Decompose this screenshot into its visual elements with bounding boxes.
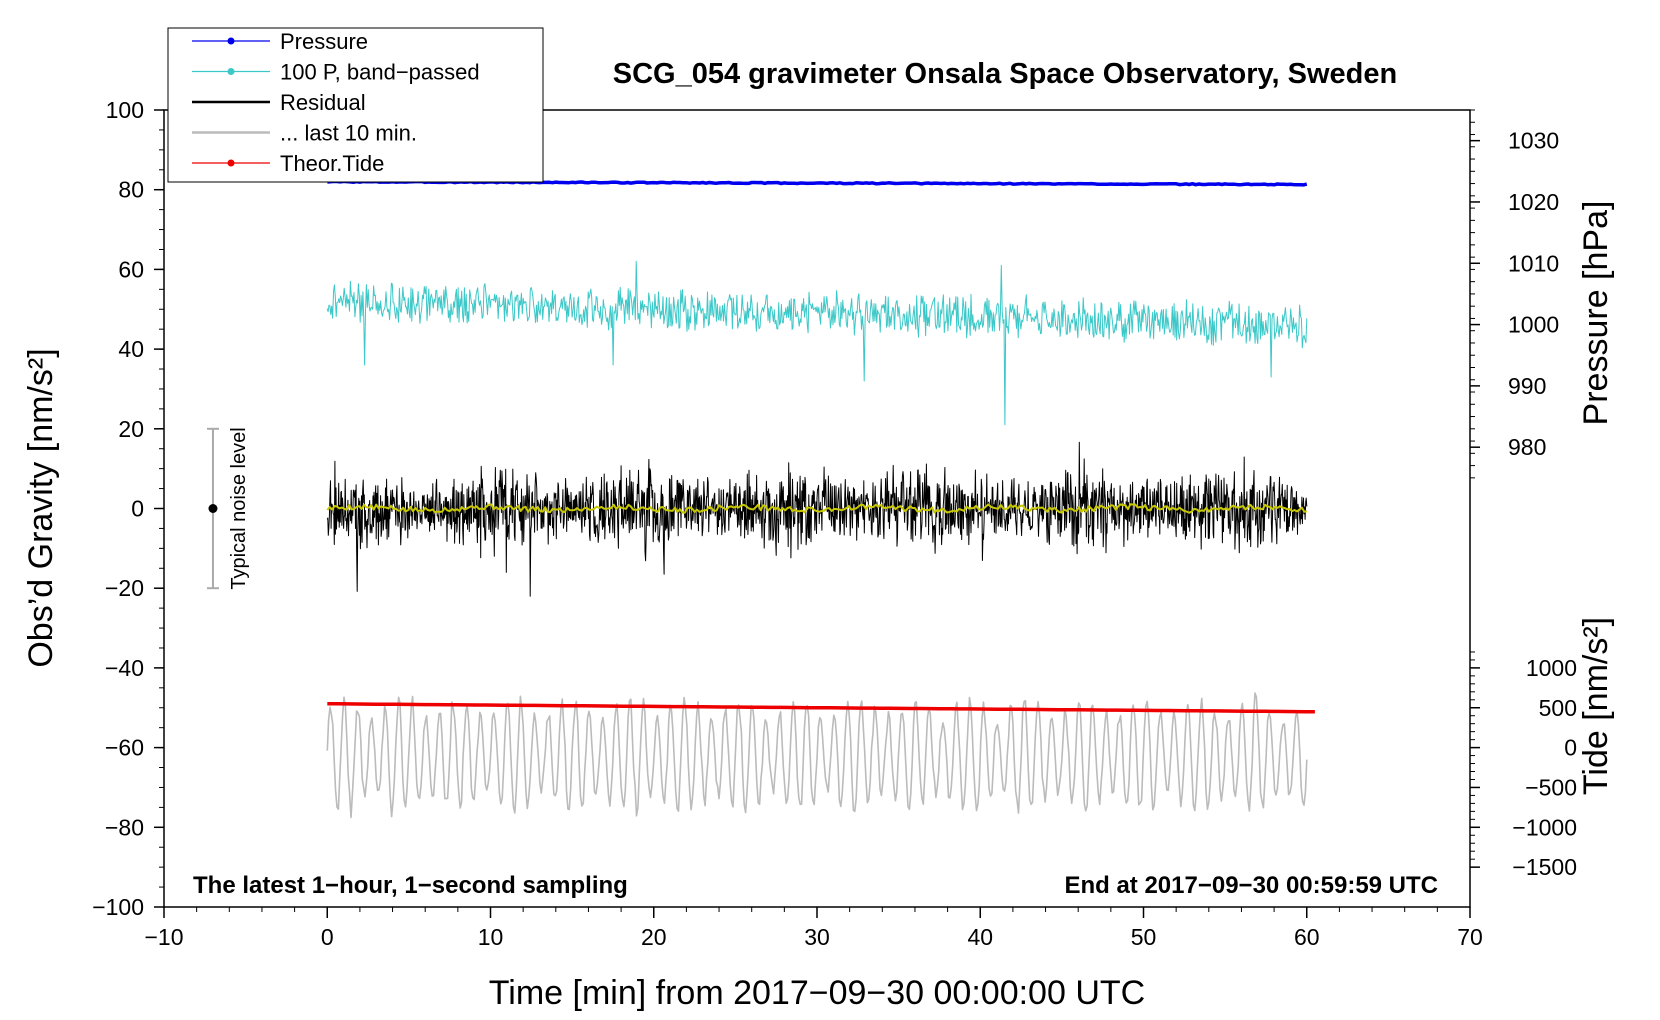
series-layer bbox=[326, 179, 1315, 819]
legend-marker bbox=[227, 37, 235, 45]
y-tick-label-pressure: 1000 bbox=[1508, 312, 1559, 338]
x-tick-label: 40 bbox=[967, 924, 993, 950]
x-tick-label: 60 bbox=[1294, 924, 1320, 950]
legend-marker bbox=[227, 68, 235, 75]
annotation-sampling: The latest 1−hour, 1−second sampling bbox=[193, 872, 628, 899]
legend-label: 100 P, band−passed bbox=[280, 60, 480, 85]
y-tick-label-pressure: 990 bbox=[1508, 373, 1546, 399]
y-tick-label-left: −20 bbox=[105, 575, 144, 601]
axis-tick-labels: −10 0 10 20 30 40 50 60 70100806040200−20−40−60−… bbox=[92, 97, 1577, 950]
legend-items: Pressure 100 P, band−passed Residual ... la… bbox=[192, 29, 480, 176]
chart-title: SCG_054 gravimeter Onsala Space Observat… bbox=[613, 58, 1397, 90]
y-axis-label-pressure: Pressure [hPa] bbox=[1577, 201, 1615, 426]
series-smoothed-residual-line bbox=[326, 503, 1307, 514]
axis-ticks bbox=[154, 109, 1480, 918]
y-tick-label-left: 40 bbox=[118, 336, 144, 362]
y-tick-label-pressure: 1010 bbox=[1508, 250, 1559, 276]
legend-label: Pressure bbox=[280, 29, 368, 54]
legend-label: ... last 10 min. bbox=[280, 121, 417, 146]
x-tick-label: 50 bbox=[1131, 924, 1157, 950]
x-tick-label: 20 bbox=[641, 924, 667, 950]
y-tick-label-tide: −1000 bbox=[1512, 814, 1577, 840]
y-tick-label-pressure: 980 bbox=[1508, 434, 1546, 460]
y-tick-label-left: −80 bbox=[105, 814, 144, 840]
legend-label: Residual bbox=[280, 90, 366, 115]
legend: Pressure 100 P, band−passed Residual ... la… bbox=[167, 27, 544, 183]
y-tick-label-left: −60 bbox=[105, 735, 144, 761]
y-tick-label-pressure: 1020 bbox=[1508, 189, 1559, 215]
noise-level-indicator: Typical noise level bbox=[206, 427, 250, 590]
x-axis-label: Time [min] from 2017−09−30 00:00:00 UTC bbox=[489, 974, 1145, 1012]
y-axis-label-left: Obs’d Gravity [nm/s²] bbox=[22, 348, 60, 667]
noise-level-label: Typical noise level bbox=[228, 427, 250, 589]
y-tick-label-left: 20 bbox=[118, 416, 144, 442]
annotation-end-time: End at 2017−09−30 00:59:59 UTC bbox=[1064, 872, 1438, 899]
legend-label: Theor.Tide bbox=[280, 151, 384, 176]
series-theoretical-tide-line bbox=[327, 702, 1315, 714]
y-tick-label-left: 0 bbox=[131, 496, 144, 522]
noise-level-dot bbox=[208, 504, 218, 513]
series-last-10-min-line bbox=[326, 692, 1308, 819]
y-axis-label-tide: Tide [nm/s²] bbox=[1577, 617, 1615, 795]
legend-box bbox=[167, 27, 544, 183]
y-tick-label-pressure: 1030 bbox=[1508, 128, 1559, 154]
y-tick-label-tide: 1000 bbox=[1526, 655, 1577, 681]
x-tick-label: 70 bbox=[1457, 924, 1483, 950]
y-tick-label-tide: 500 bbox=[1539, 695, 1577, 721]
y-tick-label-left: −100 bbox=[92, 894, 144, 920]
y-tick-label-tide: −1500 bbox=[1512, 854, 1577, 880]
y-tick-label-left: 100 bbox=[106, 97, 144, 123]
y-tick-label-left: 80 bbox=[118, 177, 144, 203]
series-residual-line bbox=[326, 441, 1308, 597]
series-band-passed-pressure-line bbox=[326, 260, 1308, 426]
x-tick-label: 30 bbox=[804, 924, 830, 950]
x-tick-label: 10 bbox=[478, 924, 504, 950]
y-tick-label-left: 60 bbox=[118, 256, 144, 282]
x-tick-label: −10 bbox=[144, 924, 183, 950]
x-tick-label: 0 bbox=[321, 924, 334, 950]
y-tick-label-tide: 0 bbox=[1564, 735, 1577, 761]
y-tick-label-left: −40 bbox=[105, 655, 144, 681]
legend-marker bbox=[227, 159, 235, 167]
y-tick-label-tide: −500 bbox=[1525, 774, 1577, 800]
